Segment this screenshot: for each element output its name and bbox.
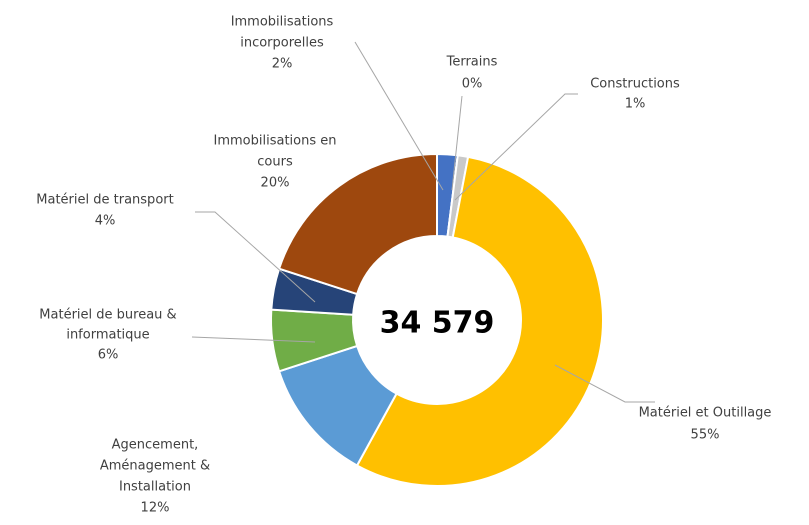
slice-label: Aménagement &: [100, 459, 210, 474]
slice-value-label: 12%: [141, 501, 170, 516]
leader-line: [454, 93, 578, 201]
slice-value-label: 2%: [272, 57, 293, 72]
slice-value-label: 20%: [261, 176, 290, 191]
slice-label: incorporelles: [240, 36, 324, 51]
leader-line: [195, 211, 316, 303]
leader-line: [354, 41, 444, 191]
slice-label: Installation: [119, 480, 191, 495]
slice: [277, 152, 438, 296]
slice-label: Immobilisations: [231, 15, 334, 30]
slice-value-label: 55%: [691, 428, 720, 443]
leader-line: [191, 336, 316, 343]
slice-label: Agencement,: [112, 438, 199, 453]
slice-label: Terrains: [446, 55, 498, 70]
slice-value-label: 0%: [462, 77, 483, 92]
slice-value-label: 1%: [625, 97, 646, 112]
slice: [355, 155, 604, 487]
slice-label: informatique: [66, 328, 149, 343]
slice-value-label: 4%: [95, 214, 116, 229]
slices: [270, 152, 604, 487]
slice-label: Matériel de transport: [36, 193, 173, 208]
slice-label: Matériel et Outillage: [639, 406, 772, 421]
slice-value-label: 6%: [98, 348, 119, 363]
slice-label: Matériel de bureau &: [39, 308, 176, 323]
leader-line: [554, 364, 655, 403]
slice-label: Immobilisations en: [214, 134, 337, 149]
leader-line: [451, 95, 463, 191]
slice-label: cours: [257, 155, 293, 170]
center-total: 34 579: [380, 306, 495, 341]
slice-label: Constructions: [590, 77, 680, 92]
